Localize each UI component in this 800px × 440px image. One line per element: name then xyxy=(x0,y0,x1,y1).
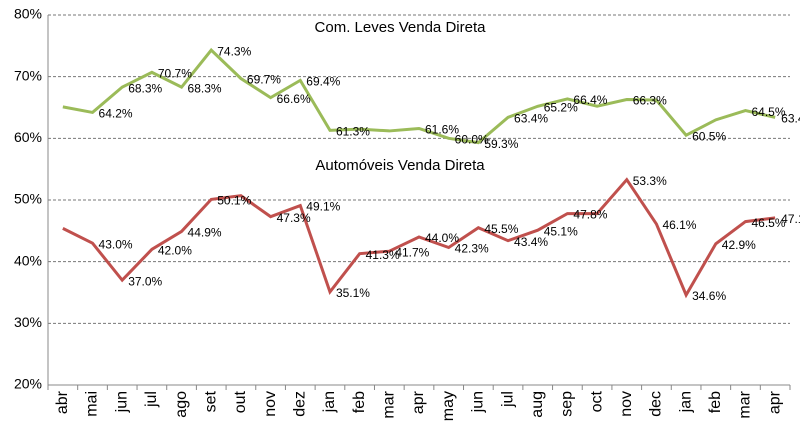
data-label: 37.0% xyxy=(128,274,162,288)
y-tick-label: 70% xyxy=(14,67,42,83)
data-label: 68.3% xyxy=(188,81,222,95)
x-tick-label: ago xyxy=(173,391,190,418)
data-label: 70.7% xyxy=(158,67,192,81)
data-label: 64.2% xyxy=(99,107,133,121)
data-label: 50.1% xyxy=(217,194,251,208)
y-tick-label: 80% xyxy=(14,6,42,22)
data-label: 44.0% xyxy=(425,231,459,245)
data-label: 66.3% xyxy=(633,94,667,108)
x-tick-label: feb xyxy=(707,391,724,413)
x-tick-label: jun xyxy=(113,391,130,413)
data-label: 45.5% xyxy=(484,222,518,236)
data-label: 42.9% xyxy=(722,238,756,252)
data-label: 74.3% xyxy=(217,44,251,58)
x-tick-label: mai xyxy=(84,391,101,417)
data-label: 60.0% xyxy=(455,133,489,147)
y-tick-label: 30% xyxy=(14,314,42,330)
x-tick-label: nov xyxy=(618,391,635,417)
data-label: 34.6% xyxy=(692,289,726,303)
x-tick-label: set xyxy=(202,390,219,412)
x-tick-label: jun xyxy=(470,391,487,413)
data-label: 47.8% xyxy=(573,208,607,222)
data-label: 46.5% xyxy=(751,216,785,230)
data-label: 47.3% xyxy=(277,211,311,225)
x-tick-label: out xyxy=(232,390,249,413)
data-label: 64.5% xyxy=(751,105,785,119)
data-label: 66.6% xyxy=(277,92,311,106)
x-tick-label: mar xyxy=(381,390,398,418)
x-tick-label: mar xyxy=(737,390,754,418)
x-tick-label: nov xyxy=(262,391,279,417)
x-tick-label: jul xyxy=(143,391,160,408)
x-tick-label: sep xyxy=(559,391,576,417)
series-line xyxy=(62,177,776,299)
x-tick-label: jan xyxy=(677,391,694,413)
x-tick-label: oct xyxy=(588,390,605,412)
data-label: 43.0% xyxy=(99,237,133,251)
y-tick-label: 50% xyxy=(14,191,42,207)
data-label: 60.5% xyxy=(692,129,726,143)
x-tick-label: dez xyxy=(291,391,308,417)
y-tick-label: 20% xyxy=(14,376,42,392)
data-label: 63.4% xyxy=(514,112,548,126)
x-tick-label: dec xyxy=(648,391,665,417)
data-label: 49.1% xyxy=(306,200,340,214)
series-line xyxy=(62,47,776,145)
y-tick-label: 60% xyxy=(14,129,42,145)
data-label: 63.4% xyxy=(781,112,800,126)
x-tick-label: apr xyxy=(766,390,783,414)
data-label: 66.4% xyxy=(573,93,607,107)
data-label: 59.3% xyxy=(484,137,518,151)
x-tick-label: apr xyxy=(410,390,427,414)
data-label: 42.0% xyxy=(158,244,192,258)
data-label: 65.2% xyxy=(544,100,578,114)
y-tick-label: 40% xyxy=(14,252,42,268)
data-label: 61.3% xyxy=(336,124,370,138)
data-label: 35.1% xyxy=(336,286,370,300)
data-label: 61.6% xyxy=(425,123,459,137)
x-tick-label: may xyxy=(440,391,457,421)
data-label: 46.1% xyxy=(662,218,696,232)
data-label: 44.9% xyxy=(188,226,222,240)
data-label: 68.3% xyxy=(128,81,162,95)
data-label: 69.4% xyxy=(306,75,340,89)
data-label: 53.3% xyxy=(633,174,667,188)
data-label: 41.7% xyxy=(395,245,429,259)
data-label: 45.1% xyxy=(544,224,578,238)
x-tick-label: abr xyxy=(54,390,71,414)
series-name: Automóveis Venda Direta xyxy=(315,157,485,174)
x-tick-label: feb xyxy=(351,391,368,413)
data-label: 41.3% xyxy=(366,248,400,262)
data-label: 69.7% xyxy=(247,73,281,87)
data-label: 47.1% xyxy=(781,212,800,226)
x-tick-label: jul xyxy=(499,391,516,408)
x-tick-label: aug xyxy=(529,391,546,418)
data-label: 42.3% xyxy=(455,242,489,256)
x-tick-label: jan xyxy=(321,391,338,413)
series-name: Com. Leves Venda Direta xyxy=(315,19,487,36)
data-label: 43.4% xyxy=(514,235,548,249)
